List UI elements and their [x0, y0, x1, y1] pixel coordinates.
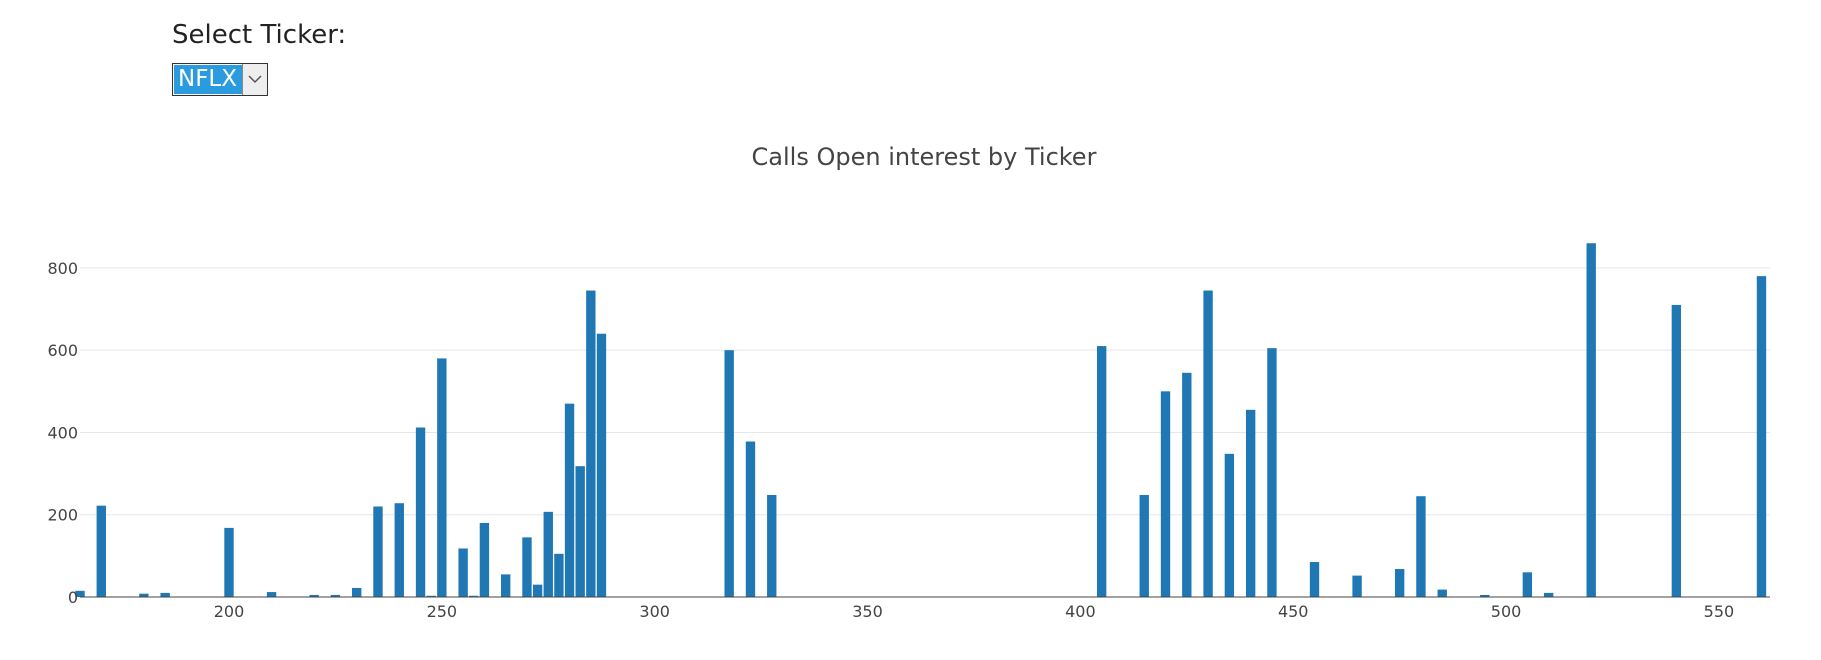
x-tick-label: 500 — [1491, 602, 1522, 621]
bar — [1671, 304, 1682, 597]
x-tick-label: 350 — [852, 602, 883, 621]
bar — [479, 522, 490, 597]
x-tick-label: 250 — [427, 602, 458, 621]
bar — [532, 584, 543, 597]
bar — [1394, 569, 1405, 597]
bar — [586, 290, 596, 597]
bar — [139, 593, 149, 597]
bar — [224, 527, 234, 597]
bar — [1756, 276, 1767, 597]
y-gridlines — [80, 267, 1770, 516]
y-tick-label: 400 — [47, 423, 78, 442]
bar — [1245, 409, 1256, 597]
bar — [1586, 243, 1596, 597]
bar — [596, 333, 607, 597]
bar — [266, 592, 277, 597]
bar — [575, 466, 585, 597]
bar — [1480, 594, 1490, 597]
y-tick-label: 800 — [47, 259, 78, 278]
select-ticker-label: Select Ticker: — [172, 20, 347, 50]
bar — [501, 574, 511, 597]
bar — [75, 590, 85, 597]
bar — [1182, 372, 1192, 597]
bar — [394, 503, 404, 597]
bar — [724, 350, 734, 597]
x-tick-label: 550 — [1704, 602, 1735, 621]
bar — [352, 587, 362, 597]
bar — [1543, 592, 1554, 597]
chevron-down-icon[interactable] — [242, 64, 267, 95]
bar — [330, 594, 341, 597]
bar — [426, 595, 436, 597]
y-tick-label: 200 — [47, 506, 78, 525]
y-tick-label: 0 — [68, 588, 78, 607]
bar-chart: Calls Open interest by Ticker 200 250 300 3… — [47, 143, 1770, 621]
y-axis-ticks: 0 200 400 600 800 — [47, 259, 78, 607]
bar — [96, 505, 106, 597]
bar — [1416, 496, 1426, 597]
chart-title: Calls Open interest by Ticker — [752, 143, 1097, 171]
bar — [745, 441, 756, 597]
bar — [1160, 391, 1171, 597]
bar — [1437, 589, 1447, 597]
bar — [309, 594, 319, 597]
bar — [469, 595, 479, 597]
ticker-dropdown-value: NFLX — [174, 65, 243, 94]
y-tick-label: 600 — [47, 341, 78, 360]
ticker-dropdown[interactable]: NFLX — [172, 63, 268, 96]
x-tick-label: 450 — [1278, 602, 1309, 621]
bar — [1522, 572, 1533, 597]
x-tick-label: 300 — [639, 602, 670, 621]
bar — [1309, 562, 1320, 597]
bar — [564, 403, 575, 597]
bar — [437, 358, 447, 597]
bar — [767, 494, 777, 597]
bar — [415, 427, 426, 597]
bar — [160, 592, 170, 597]
bar — [1352, 575, 1362, 597]
x-tick-label: 200 — [214, 602, 245, 621]
bar — [1267, 348, 1277, 597]
bar — [1224, 453, 1235, 597]
x-axis-ticks: 200 250 300 350 400 450 500 550 — [214, 602, 1734, 621]
bar — [373, 506, 383, 597]
bar — [543, 511, 553, 597]
x-tick-label: 400 — [1065, 602, 1096, 621]
bar-series — [75, 243, 1767, 597]
bar — [458, 548, 468, 597]
bar — [1203, 290, 1213, 597]
bar — [1139, 494, 1149, 597]
bar — [522, 537, 532, 597]
bar — [1096, 346, 1107, 597]
bar — [554, 553, 564, 597]
